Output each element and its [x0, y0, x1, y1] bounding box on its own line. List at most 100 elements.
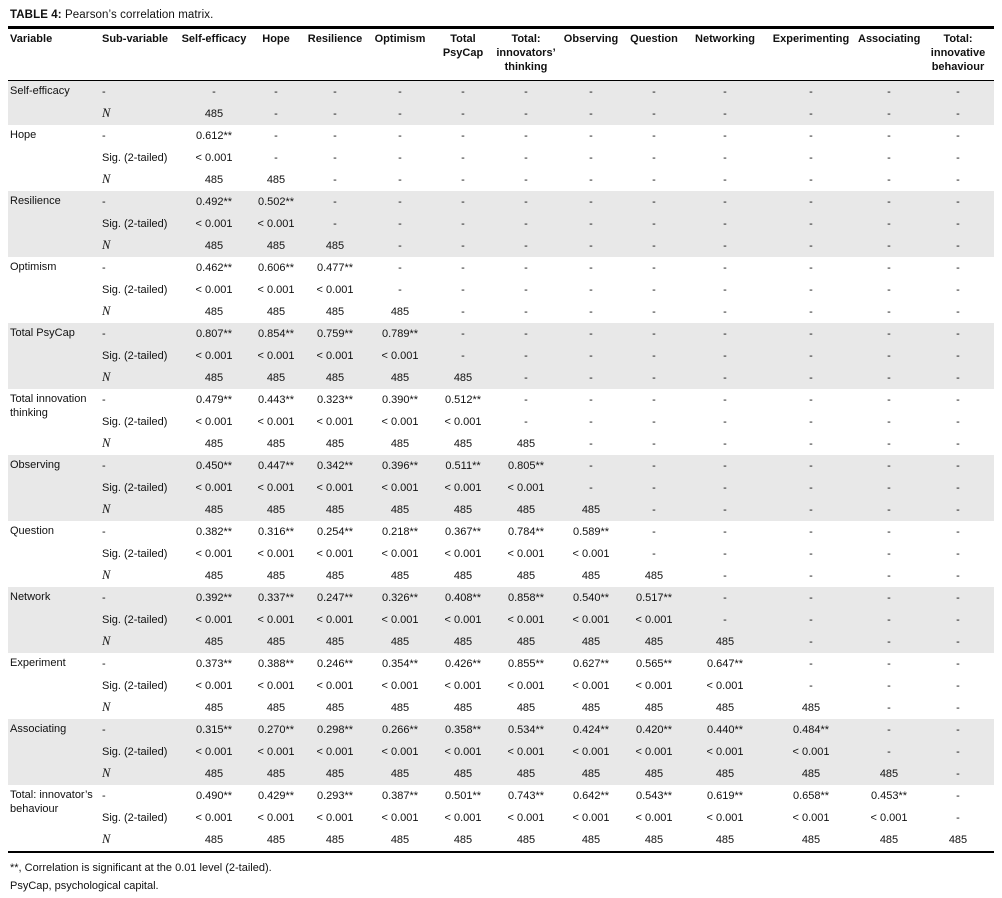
sub-variable-label: N [100, 235, 178, 258]
table-footnotes: **, Correlation is significant at the 0.… [8, 853, 994, 895]
cell-value: 485 [684, 763, 766, 786]
cell-value: 0.534** [494, 719, 558, 742]
sub-variable-label: N [102, 568, 111, 583]
cell-value: < 0.001 [381, 548, 419, 561]
cell-value: - [887, 416, 891, 429]
cell-value: < 0.001 [316, 416, 354, 429]
sub-variable-label: Sig. (2-tailed) [100, 213, 178, 236]
cell-value: 0.512** [444, 394, 482, 407]
cell-value: - [956, 284, 960, 297]
cell-value: < 0.001 [178, 345, 250, 368]
cell-value: 485 [250, 763, 302, 786]
cell-value: - [368, 191, 432, 214]
cell-value: < 0.001 [195, 548, 233, 561]
sub-variable-label: - [102, 658, 106, 671]
cell-value: < 0.001 [257, 680, 295, 693]
cell-value: - [624, 213, 684, 236]
sub-variable-label: Sig. (2-tailed) [100, 477, 178, 500]
cell-value: - [723, 548, 727, 561]
cell-value: 0.354** [381, 658, 419, 671]
cell-value: 485 [266, 438, 286, 451]
cell-value: 0.254** [316, 526, 354, 539]
cell-value: - [461, 152, 465, 165]
cell-value: 0.642** [572, 790, 610, 803]
cell-value: - [887, 570, 891, 583]
table-row: N 485 485 485 485 485 485 485- - - - - [8, 499, 994, 522]
footnote-psycap: PsyCap, psychological capital. [10, 880, 159, 893]
cell-value: - [809, 548, 813, 561]
cell-value: 0.447** [250, 455, 302, 478]
cell-value: - [652, 526, 656, 539]
cell-value: - [494, 367, 558, 390]
cell-value: < 0.001 [572, 548, 610, 561]
column-header: Sub-variable [100, 27, 178, 82]
cell-value: - [684, 499, 766, 522]
cell-value: < 0.001 [381, 812, 419, 825]
cell-value: < 0.001 [444, 548, 482, 561]
table-row: N 485 485 - - - - - - - - - - [8, 169, 994, 191]
cell-value: 485 [204, 174, 224, 187]
cell-value: - [558, 323, 624, 346]
cell-value: < 0.001 [178, 213, 250, 236]
cell-value: 485 [266, 306, 286, 319]
table-row: Sig. (2-tailed) < 0.001 < 0.001 < 0.001 < 0.… [8, 477, 994, 500]
cell-value: 485 [368, 367, 432, 390]
cell-value: < 0.001 [507, 812, 545, 825]
sub-variable-label: - [100, 323, 178, 346]
cell-value: < 0.001 [178, 609, 250, 632]
cell-value: - [494, 80, 558, 104]
cell-value: 485 [204, 702, 224, 715]
cell-value: - [398, 284, 402, 297]
cell-value: < 0.001 [381, 680, 419, 693]
cell-value: - [684, 455, 766, 478]
cell-value: 0.367** [444, 526, 482, 539]
table-row: Sig. (2-tailed) < 0.001 < 0.001 < 0.001 < 0.… [8, 345, 994, 368]
cell-value: - [432, 213, 494, 236]
cell-value: 485 [516, 702, 536, 715]
cell-value: 485 [368, 631, 432, 654]
cell-value: 485 [204, 834, 224, 847]
cell-value: - [589, 130, 593, 143]
table-row: Observing -0.450** 0.447** 0.342** 0.396** 0.… [8, 455, 994, 522]
cell-value: - [922, 213, 994, 236]
cell-value: 485 [558, 763, 624, 786]
cell-value: 485 [453, 834, 473, 847]
cell-value: 485 [302, 367, 368, 390]
cell-value: - [766, 235, 856, 258]
cell-value: - [558, 80, 624, 104]
cell-value: < 0.001 [684, 741, 766, 764]
cell-value: 0.440** [684, 719, 766, 742]
cell-value: - [956, 262, 960, 275]
cell-value: - [809, 570, 813, 583]
sub-variable-label: - [102, 526, 106, 539]
sub-variable-label: - [102, 130, 106, 143]
cell-value: - [922, 477, 994, 500]
cell-value: - [856, 631, 922, 654]
cell-value: - [684, 213, 766, 236]
cell-value: 0.612** [195, 130, 233, 143]
cell-value: < 0.001 [494, 477, 558, 500]
sub-variable-label: - [100, 80, 178, 104]
cell-value: - [589, 438, 593, 451]
cell-value: - [809, 130, 813, 143]
cell-value: < 0.001 [444, 416, 482, 429]
sub-variable-label: N [100, 367, 178, 390]
cell-value: - [652, 438, 656, 451]
cell-value: 0.743** [507, 790, 545, 803]
cell-value: 0.293** [316, 790, 354, 803]
cell-value: - [856, 367, 922, 390]
table-row: N 485- - - - - - - - - - - [8, 103, 994, 126]
cell-value: < 0.001 [302, 345, 368, 368]
cell-value: 0.392** [178, 587, 250, 610]
cell-value: - [524, 306, 528, 319]
cell-value: 0.326** [368, 587, 432, 610]
cell-value: 485 [644, 702, 664, 715]
variable-label: Total innovation thinking [10, 393, 87, 419]
cell-value: - [887, 130, 891, 143]
cell-value: 485 [624, 763, 684, 786]
sub-variable-label: Sig. (2-tailed) [100, 609, 178, 632]
cell-value: 485 [453, 438, 473, 451]
cell-value: - [652, 174, 656, 187]
column-header: Optimism [368, 27, 432, 82]
cell-value: < 0.001 [250, 345, 302, 368]
